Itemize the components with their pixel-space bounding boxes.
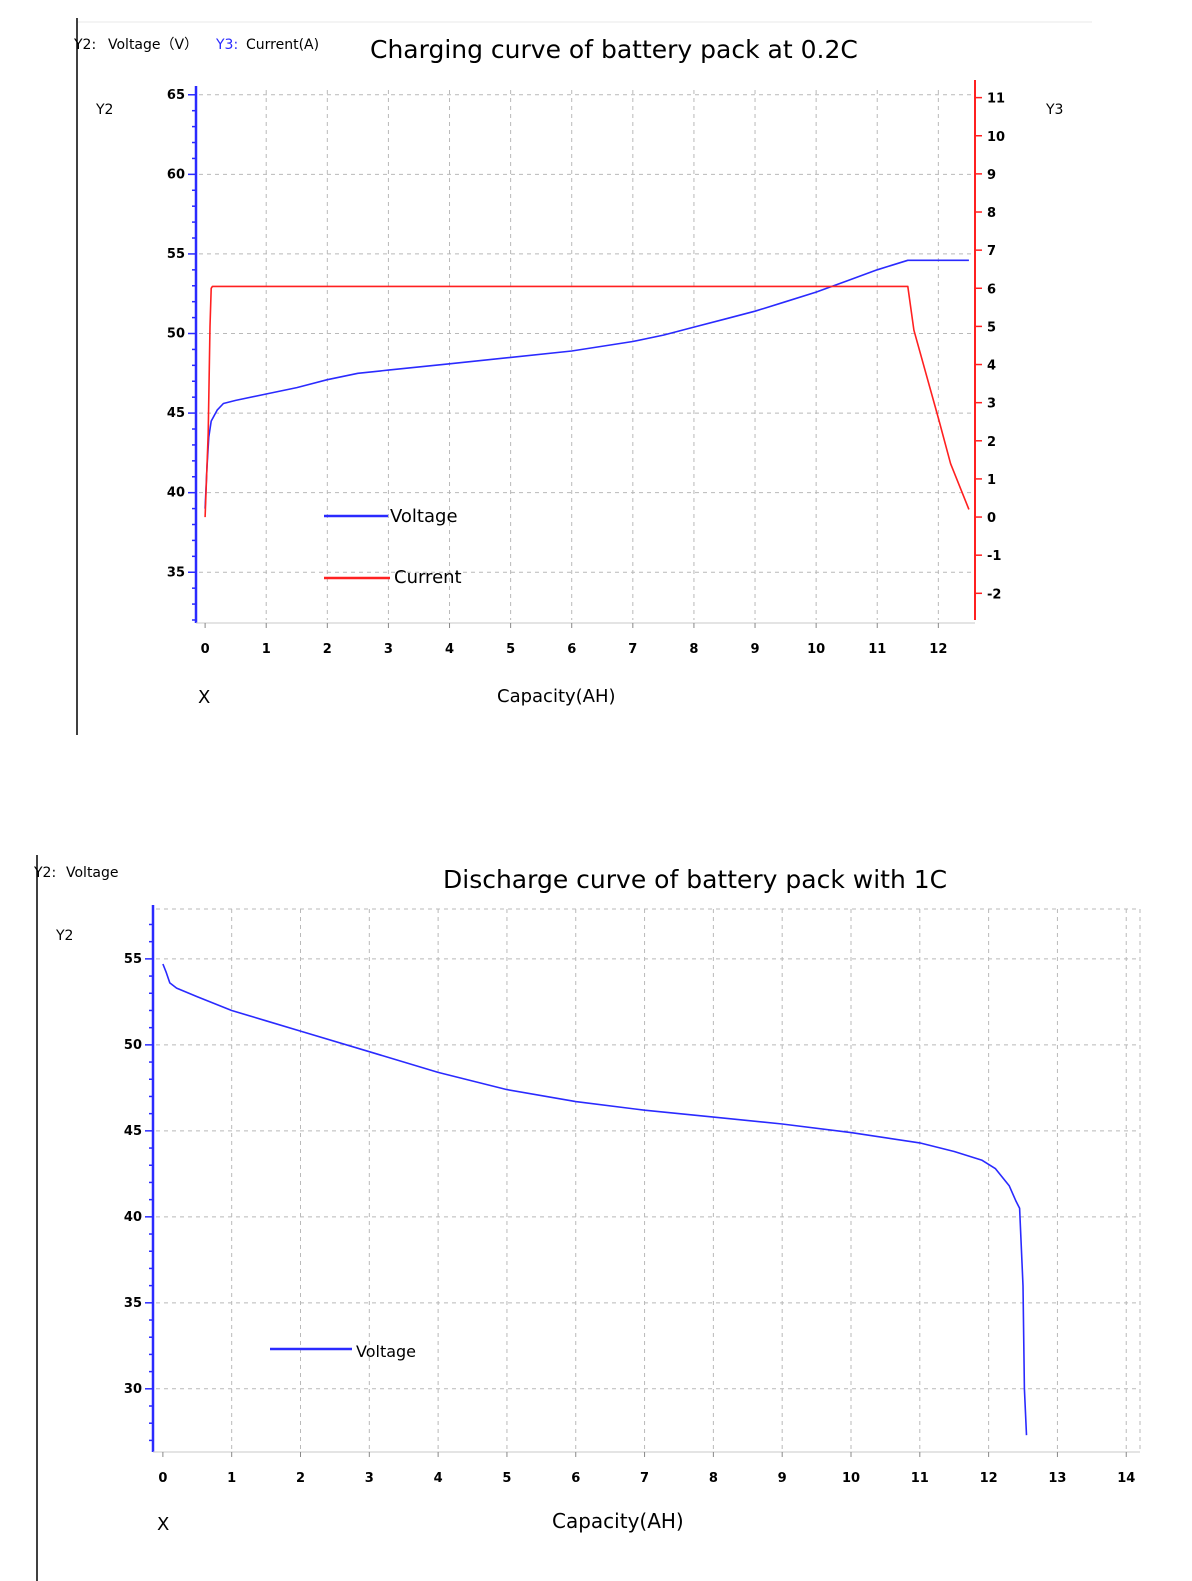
chart-title: Discharge curve of battery pack with 1C bbox=[443, 865, 947, 894]
discharge-chart: Y2: Voltage Discharge curve of battery p… bbox=[33, 855, 1141, 1581]
x-tick-label: 10 bbox=[807, 642, 825, 657]
x-tick-label: 11 bbox=[868, 642, 886, 657]
x-tick-label: 1 bbox=[262, 642, 271, 657]
x-tick-label: 12 bbox=[929, 642, 947, 657]
y3-tick-label: 8 bbox=[987, 206, 996, 221]
y2-tick-label: 45 bbox=[167, 406, 185, 421]
x-tick-label: 0 bbox=[201, 642, 210, 657]
y2-axis-name: Y2 bbox=[95, 102, 113, 118]
y3-tick-label: 9 bbox=[987, 168, 996, 183]
legend-voltage-label: Voltage bbox=[390, 506, 458, 527]
series-voltage-line bbox=[204, 259, 969, 509]
x-tick-label: 6 bbox=[571, 1471, 580, 1486]
y2-header-prefix: Y2: bbox=[33, 865, 56, 881]
axes bbox=[145, 905, 1140, 1457]
grid bbox=[156, 908, 1141, 1449]
x-tick-label: 9 bbox=[778, 1471, 787, 1486]
series-current-line bbox=[204, 285, 970, 518]
y2-axis-name: Y2 bbox=[55, 928, 73, 944]
y3-tick-label: -2 bbox=[987, 587, 1001, 602]
y3-tick-label: 1 bbox=[987, 473, 996, 488]
axes bbox=[188, 80, 982, 628]
charging-chart: Y2: Voltage（V） Y3: Current(A) Charging c… bbox=[73, 18, 1092, 735]
x-tick-label: 1 bbox=[227, 1471, 236, 1486]
y3-tick-label: 7 bbox=[987, 244, 996, 259]
x-tick-label: 6 bbox=[567, 642, 576, 657]
y3-tick-label: 3 bbox=[987, 397, 996, 412]
chart-title: Charging curve of battery pack at 0.2C bbox=[370, 35, 858, 64]
y3-tick-label: -1 bbox=[987, 549, 1001, 564]
y2-tick-label: 65 bbox=[167, 88, 185, 103]
y2-header-name: Voltage bbox=[66, 865, 119, 881]
x-tick-label: 0 bbox=[158, 1471, 167, 1486]
y2-tick-label: 40 bbox=[167, 486, 185, 501]
y3-tick-label: 4 bbox=[987, 359, 996, 374]
x-tick-label: 13 bbox=[1048, 1471, 1066, 1486]
y2-tick-label: 55 bbox=[167, 247, 185, 262]
x-axis-label: Capacity(AH) bbox=[497, 686, 616, 707]
x-tick-label: 5 bbox=[506, 642, 515, 657]
y2-tick-label: 45 bbox=[124, 1124, 142, 1139]
y3-header-prefix: Y3: bbox=[215, 37, 238, 53]
x-tick-label: 3 bbox=[384, 642, 393, 657]
legend-current-label: Current bbox=[394, 567, 462, 588]
x-tick-label: 8 bbox=[689, 642, 698, 657]
y3-tick-label: 5 bbox=[987, 320, 996, 335]
y3-header-name: Current(A) bbox=[246, 37, 319, 53]
x-tick-label: 5 bbox=[502, 1471, 511, 1486]
y2-tick-label: 40 bbox=[124, 1210, 142, 1225]
x-tick-label: 10 bbox=[842, 1471, 860, 1486]
x-tick-label: 7 bbox=[628, 642, 637, 657]
x-tick-label: 3 bbox=[365, 1471, 374, 1486]
y2-tick-label: 50 bbox=[167, 327, 185, 342]
y3-tick-label: 6 bbox=[987, 282, 996, 297]
x-tick-label: 9 bbox=[751, 642, 760, 657]
x-tick-label: 2 bbox=[296, 1471, 305, 1486]
y2-header-name: Voltage（V） bbox=[108, 37, 198, 53]
y2-tick-label: 30 bbox=[124, 1382, 142, 1397]
x-axis-label: Capacity(AH) bbox=[552, 1509, 684, 1533]
series-voltage-line bbox=[162, 963, 1028, 1436]
y3-tick-label: 0 bbox=[987, 511, 996, 526]
y2-tick-label: 35 bbox=[167, 565, 185, 580]
y2-tick-label: 60 bbox=[167, 167, 185, 182]
y2-tick-label: 35 bbox=[124, 1296, 142, 1311]
grid bbox=[199, 90, 975, 620]
x-tick-label: 2 bbox=[323, 642, 332, 657]
x-tick-label: 7 bbox=[640, 1471, 649, 1486]
y3-tick-label: 10 bbox=[987, 130, 1005, 145]
x-tick-label: 4 bbox=[434, 1471, 443, 1486]
series-lines bbox=[162, 963, 1028, 1436]
y3-axis-name: Y3 bbox=[1045, 102, 1063, 118]
y2-tick-label: 50 bbox=[124, 1038, 142, 1053]
y2-tick-label: 55 bbox=[124, 952, 142, 967]
x-tick-label: 4 bbox=[445, 642, 454, 657]
y2-header-prefix: Y2: bbox=[73, 37, 96, 53]
y3-tick-label: 11 bbox=[987, 92, 1005, 107]
legend-voltage-label: Voltage bbox=[356, 1342, 416, 1361]
x-tick-label: 12 bbox=[980, 1471, 998, 1486]
x-tick-label: 11 bbox=[911, 1471, 929, 1486]
series-lines bbox=[204, 259, 970, 518]
x-tick-label: 14 bbox=[1117, 1471, 1135, 1486]
x-tick-label: 8 bbox=[709, 1471, 718, 1486]
x-axis-name: X bbox=[198, 687, 210, 708]
y3-tick-label: 2 bbox=[987, 435, 996, 450]
x-axis-name: X bbox=[157, 1514, 169, 1535]
